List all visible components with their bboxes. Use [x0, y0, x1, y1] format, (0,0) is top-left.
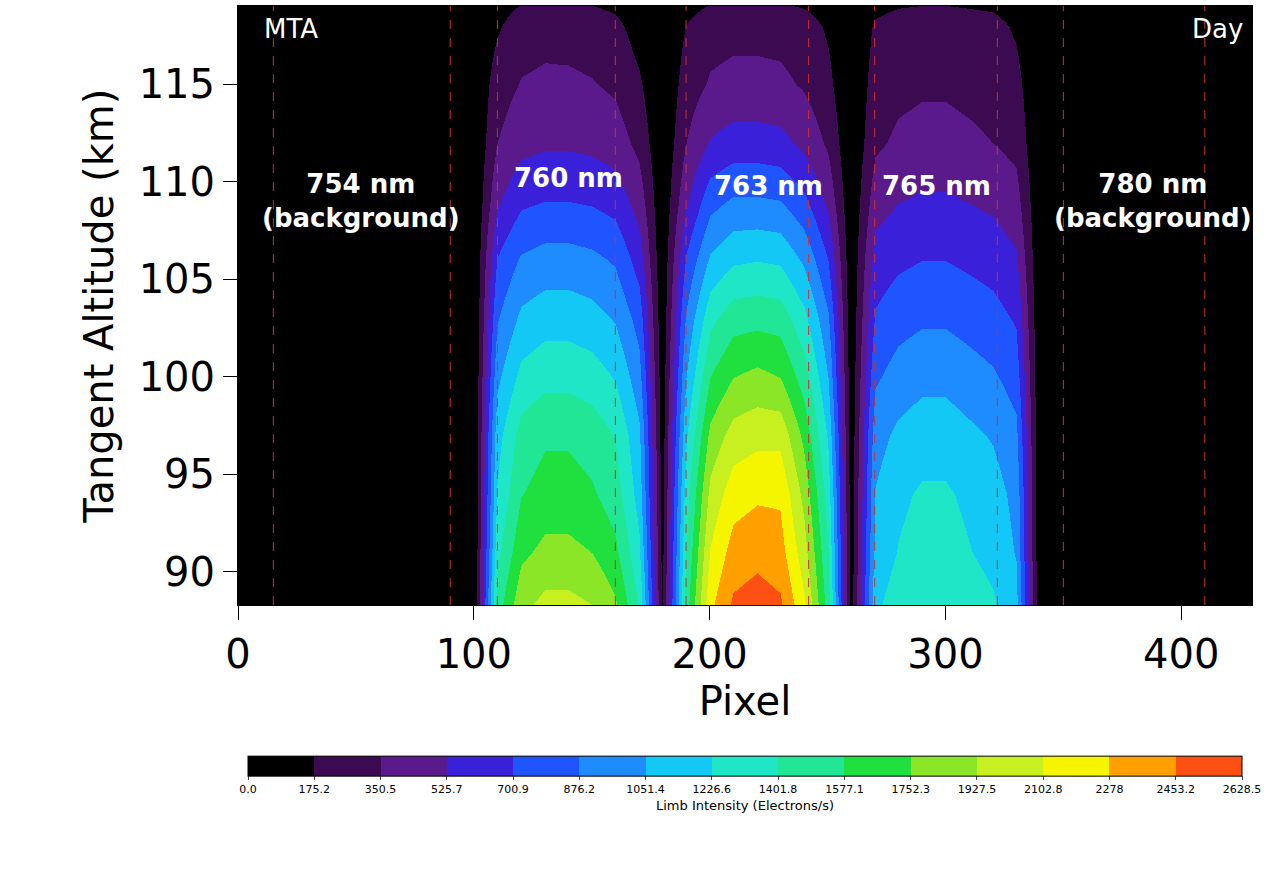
svg-text:1226.6: 1226.6 [693, 783, 732, 796]
svg-text:100: 100 [139, 354, 215, 400]
svg-text:2102.8: 2102.8 [1024, 783, 1063, 796]
svg-text:1577.1: 1577.1 [825, 783, 864, 796]
svg-text:525.7: 525.7 [431, 783, 463, 796]
svg-text:Limb Intensity (Electrons/s): Limb Intensity (Electrons/s) [656, 798, 834, 813]
svg-text:2628.5: 2628.5 [1223, 783, 1262, 796]
svg-text:Tangent Altitude (km): Tangent Altitude (km) [76, 89, 122, 524]
svg-text:876.2: 876.2 [564, 783, 596, 796]
svg-text:115: 115 [139, 61, 215, 107]
svg-text:90: 90 [164, 549, 215, 595]
svg-text:765 nm: 765 nm [882, 171, 991, 201]
svg-text:110: 110 [139, 159, 215, 205]
svg-text:1752.3: 1752.3 [891, 783, 930, 796]
svg-text:0.0: 0.0 [239, 783, 257, 796]
svg-text:105: 105 [139, 256, 215, 302]
svg-text:700.9: 700.9 [497, 783, 529, 796]
svg-text:1401.8: 1401.8 [759, 783, 798, 796]
svg-text:1051.4: 1051.4 [626, 783, 665, 796]
svg-text:200: 200 [671, 631, 747, 677]
svg-text:760 nm: 760 nm [514, 163, 623, 193]
svg-text:Day: Day [1192, 14, 1243, 44]
svg-text:Pixel: Pixel [699, 678, 792, 724]
svg-text:95: 95 [164, 451, 215, 497]
svg-text:MTA: MTA [264, 14, 318, 44]
svg-text:2278: 2278 [1095, 783, 1123, 796]
svg-text:780 nm(background): 780 nm(background) [1054, 169, 1252, 233]
svg-text:1927.5: 1927.5 [958, 783, 997, 796]
svg-text:100: 100 [436, 631, 512, 677]
svg-text:175.2: 175.2 [299, 783, 331, 796]
svg-text:763 nm: 763 nm [714, 171, 823, 201]
svg-text:300: 300 [907, 631, 983, 677]
svg-text:350.5: 350.5 [365, 783, 397, 796]
svg-text:0: 0 [225, 631, 250, 677]
svg-text:754 nm(background): 754 nm(background) [262, 169, 460, 233]
svg-text:2453.2: 2453.2 [1156, 783, 1195, 796]
svg-text:400: 400 [1143, 631, 1219, 677]
